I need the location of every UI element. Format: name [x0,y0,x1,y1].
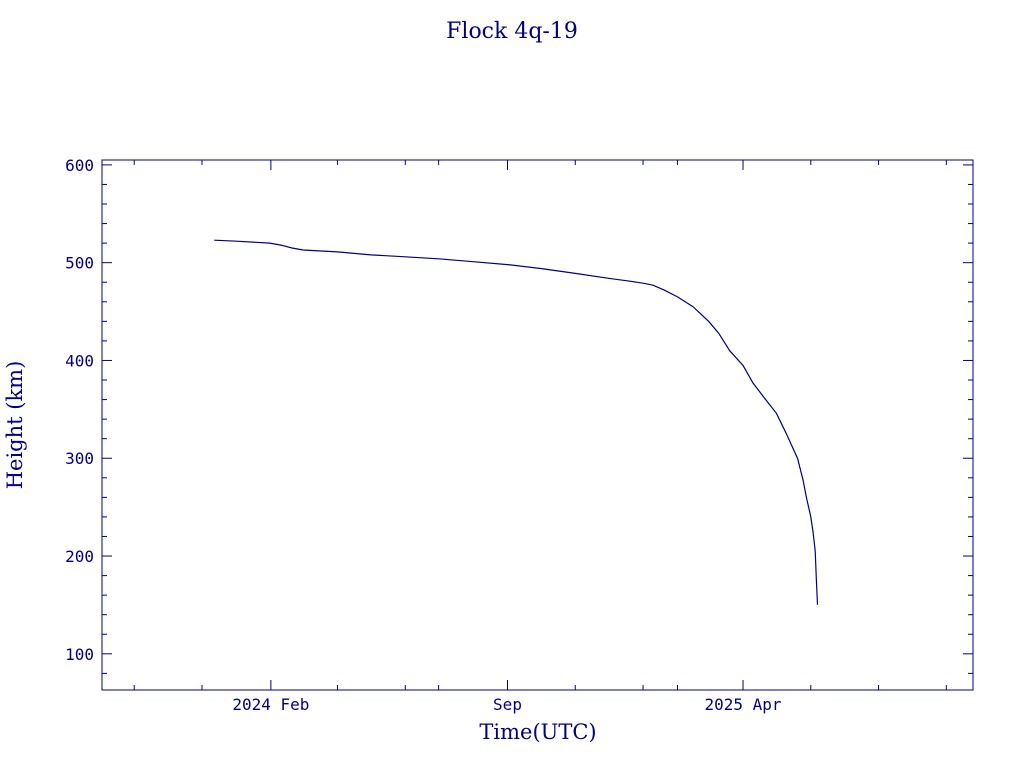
major-ticks [102,160,973,690]
x-tick-labels: 2024 Feb Sep 2025 Apr [232,695,782,714]
y-tick-label: 100 [65,645,94,664]
y-tick-label: 500 [65,254,94,273]
y-tick-label: 400 [65,351,94,370]
x-tick-label: 2024 Feb [232,695,309,714]
x-axis-label: Time(UTC) [479,720,596,744]
y-axis-label: Height (km) [3,361,27,490]
series-line [214,239,819,605]
x-tick-label: Sep [493,695,522,714]
y-tick-label: 200 [65,547,94,566]
y-tick-labels: 100 200 300 400 500 600 [65,156,94,664]
plot-frame [101,159,974,691]
minor-ticks [102,160,973,690]
chart-title: Flock 4q-19 [446,19,578,44]
y-tick-label: 300 [65,449,94,468]
x-tick-label: 2025 Apr [704,695,781,714]
y-tick-label: 600 [65,156,94,175]
